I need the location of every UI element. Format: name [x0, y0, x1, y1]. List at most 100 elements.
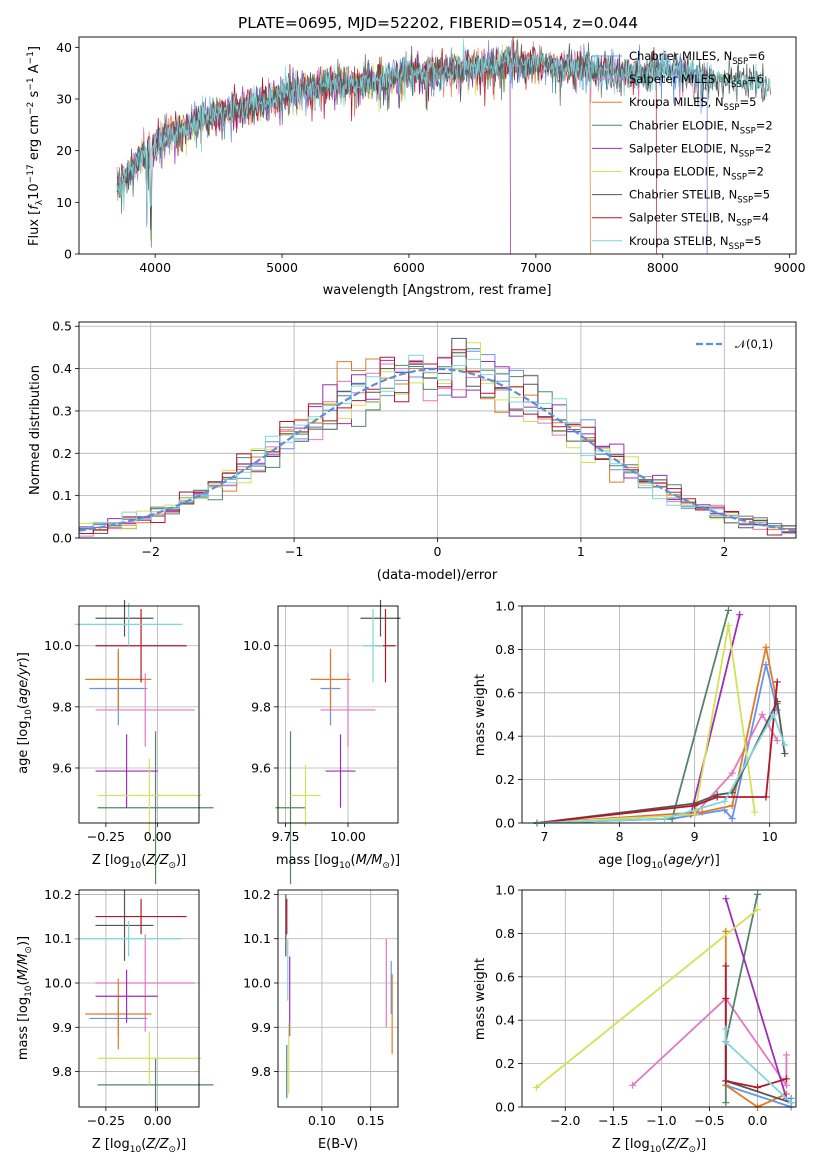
axes-frame — [78, 889, 200, 1108]
mass-weight-vs-age-marker-salpeter_stelib — [762, 793, 770, 801]
y-tick-label: 0.2 — [495, 772, 515, 787]
y-tick-label: 10.0 — [243, 976, 271, 991]
mass-weight-vs-age-marker-kroupa_miles — [762, 643, 770, 651]
y-tick-label: 9.8 — [52, 1064, 72, 1079]
x-tick-label: 5000 — [266, 260, 298, 275]
mass-weight-vs-age-marker-salpeter_stelib — [773, 678, 781, 686]
legend-entry: 𝒩(0,1) — [735, 337, 773, 351]
y-tick-label: 0.6 — [495, 685, 515, 700]
y-tick-label: 0.4 — [495, 729, 515, 744]
x-tick-label: 7 — [541, 829, 549, 844]
y-tick-label: 0.5 — [52, 319, 72, 334]
y-tick-label: 0.0 — [495, 816, 515, 831]
x-tick-label: 7000 — [520, 260, 552, 275]
x-tick-label: 9.75 — [272, 829, 300, 844]
y-tick-label: 9.6 — [251, 760, 271, 775]
x-tick-label: −2 — [141, 544, 159, 559]
mass-weight-vs-z-marker-salpeter_stelib — [754, 1083, 762, 1091]
y-tick-label: 10 — [56, 195, 72, 210]
mass-weight-vs-z-marker-chabrier_elodie — [722, 1099, 730, 1107]
y-tick-label: 0.0 — [495, 1100, 515, 1115]
mass-weight-vs-z-marker-salpeter_miles — [782, 1051, 790, 1059]
x-axis-label: Z [log10(Z/Z⊙)] — [92, 1137, 186, 1155]
mass-weight-vs-z-line-kroupa_elodie — [535, 908, 759, 1089]
y-tick-label: 0.8 — [495, 926, 515, 941]
y-tick-label: 0.2 — [495, 1056, 515, 1071]
mass-weight-vs-age-marker-kroupa_stelib — [661, 815, 669, 823]
y-tick-label: 10.2 — [44, 887, 72, 902]
y-tick-label: 0.4 — [52, 361, 72, 376]
y-tick-label: 10.0 — [44, 976, 72, 991]
legend-entry: Chabrier STELIB, NSSP=5 — [629, 188, 770, 206]
x-axis-label: wavelength [Angstrom, rest frame] — [323, 283, 552, 298]
x-tick-label: −1 — [285, 544, 303, 559]
axes-frame — [78, 605, 200, 824]
y-tick-label: 0.2 — [52, 446, 72, 461]
y-tick-label: 40 — [56, 40, 72, 55]
x-axis-label: mass [log10(M/M⊙)] — [276, 853, 400, 871]
x-tick-label: 8000 — [647, 260, 679, 275]
y-tick-label: 0.3 — [52, 403, 72, 418]
mass-weight-vs-z-marker-kroupa_elodie — [532, 1083, 540, 1091]
y-tick-label: 0.4 — [495, 1013, 515, 1028]
histogram-kroupa_stelib — [79, 354, 796, 535]
mass-weight-vs-z-marker-salpeter_stelib — [782, 1075, 790, 1083]
legend-entry: Kroupa MILES, NSSP=5 — [629, 95, 756, 113]
x-axis-label: Z [log10(Z/Z⊙)] — [92, 853, 186, 871]
mass-weight-vs-age-line-chabrier_miles — [536, 664, 779, 824]
x-tick-label: 1 — [577, 544, 585, 559]
y-tick-label: 0 — [64, 247, 72, 262]
mass-weight-vs-z-marker-kroupa_stelib — [722, 1025, 730, 1033]
mass-weight-vs-z-marker-chabrier_elodie — [754, 890, 762, 898]
mass-weight-vs-z-line-salpeter_elodie — [724, 898, 788, 1099]
y-tick-label: 10.0 — [243, 638, 271, 653]
spectrum-line-kroupa_stelib — [116, 38, 771, 219]
x-tick-label: 8 — [616, 829, 624, 844]
y-tick-label: 30 — [56, 92, 72, 107]
plot-layer: 4000 5000 6000 7000 8000 9000010203040Chabrie… — [16, 36, 806, 1155]
y-tick-label: 10.1 — [44, 931, 72, 946]
mass-weight-vs-age-marker-salpeter_stelib — [691, 802, 699, 810]
x-tick-label: −0.5 — [694, 1113, 724, 1128]
mass-weight-vs-z-marker-kroupa_stelib — [787, 1099, 795, 1107]
figure-title: PLATE=0695, MJD=52202, FIBERID=0514, z=0… — [238, 14, 638, 32]
mass-weight-vs-age-marker-salpeter_miles — [758, 711, 766, 718]
x-tick-label: −0.25 — [87, 1113, 125, 1128]
axes-frame — [521, 605, 797, 824]
mass-weight-vs-age-marker-kroupa_elodie — [724, 622, 732, 630]
x-axis-label: E(B-V) — [318, 1137, 358, 1152]
mass-weight-vs-z-marker-salpeter_miles — [629, 1081, 637, 1089]
y-tick-label: 0.1 — [52, 488, 72, 503]
axes-frame — [78, 36, 797, 255]
y-tick-label: 10.2 — [243, 887, 271, 902]
mass-weight-vs-age-marker-chabrier_stelib — [781, 750, 789, 758]
mass-weight-vs-age-marker-salpeter_stelib — [713, 793, 721, 801]
legend-entry: Kroupa STELIB, NSSP=5 — [629, 234, 761, 252]
y-tick-label: 10.1 — [243, 931, 271, 946]
legend-entry: Kroupa ELODIE, NSSP=2 — [629, 165, 764, 183]
mass-weight-vs-z-marker-salpeter_stelib — [722, 995, 730, 1002]
x-axis-label: age [log10(age/yr)] — [598, 853, 720, 871]
mass-weight-vs-age-marker-salpeter_miles — [773, 737, 781, 745]
mass-weight-vs-age-line-kroupa_elodie — [536, 625, 756, 824]
mass-weight-vs-z-line-salpeter_miles — [631, 997, 788, 1089]
mass-weight-vs-z-marker-kroupa_elodie — [754, 906, 762, 914]
x-tick-label: 0.0 — [748, 1113, 768, 1128]
mass-weight-vs-z-marker-kroupa_stelib — [722, 1038, 730, 1046]
mass-weight-vs-age-line-salpeter_elodie — [536, 614, 741, 824]
x-tick-label: 9 — [691, 829, 699, 844]
spectrum-line-chabrier_stelib — [116, 43, 771, 230]
mass-weight-vs-age-marker-kroupa_elodie — [751, 808, 759, 816]
y-tick-label: 9.8 — [52, 699, 72, 714]
y-axis-label: age [log10(age/yr)] — [16, 652, 34, 774]
x-tick-label: 0.00 — [144, 1113, 172, 1128]
axes-frame — [521, 889, 797, 1108]
mass-weight-vs-z-line-chabrier_miles — [724, 998, 793, 1109]
x-tick-label: −2.0 — [550, 1113, 580, 1128]
mass-weight-vs-z-marker-kroupa_miles — [722, 927, 730, 935]
y-tick-label: 9.8 — [251, 1064, 271, 1079]
x-tick-label: 10 — [762, 829, 778, 844]
legend-entry: Chabrier ELODIE, NSSP=2 — [629, 118, 773, 136]
y-tick-label: 0.6 — [495, 969, 515, 984]
mass-weight-vs-z-marker-salpeter_miles — [782, 1081, 790, 1089]
